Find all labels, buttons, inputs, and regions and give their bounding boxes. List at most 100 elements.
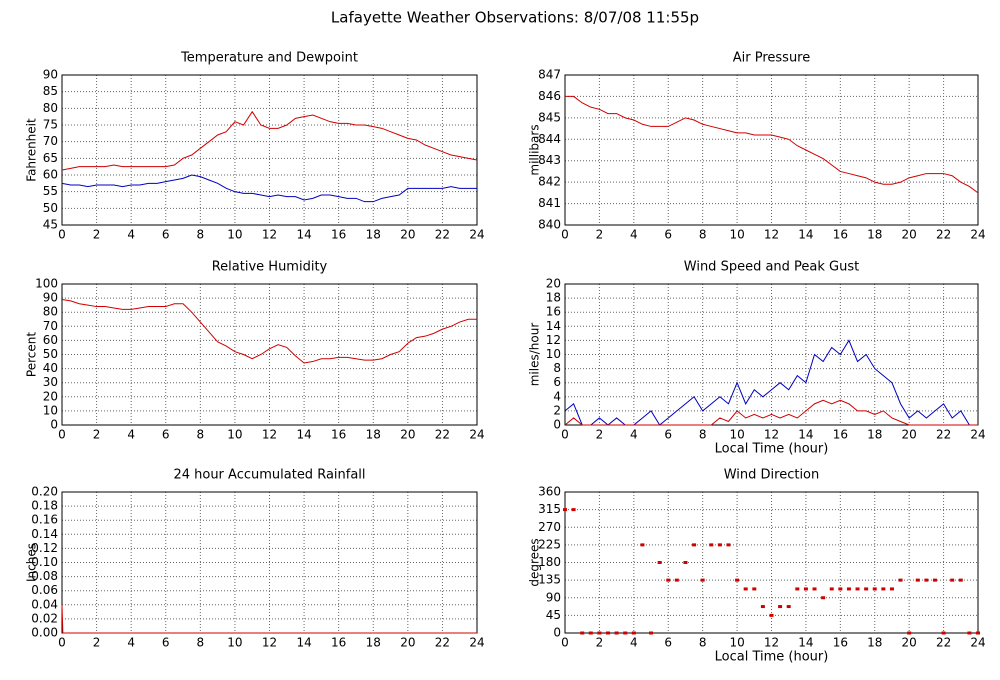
y-tick-label: 20 bbox=[546, 277, 561, 291]
y-tick-label: 90 bbox=[546, 590, 561, 604]
y-tick-label: 90 bbox=[43, 68, 58, 82]
data-point bbox=[752, 587, 757, 591]
data-point bbox=[872, 587, 877, 591]
data-point bbox=[631, 631, 636, 635]
x-tick-label: 18 bbox=[867, 428, 882, 442]
y-tick-label: 65 bbox=[43, 151, 58, 165]
data-point bbox=[717, 543, 722, 547]
data-point bbox=[726, 543, 731, 547]
x-tick-label: 0 bbox=[561, 636, 569, 650]
x-tick-label: 20 bbox=[902, 636, 917, 650]
x-tick-label: 10 bbox=[729, 428, 744, 442]
y-tick-label: 180 bbox=[538, 555, 561, 569]
data-point bbox=[692, 543, 697, 547]
data-line bbox=[564, 399, 978, 426]
y-tick-label: 315 bbox=[538, 502, 561, 516]
x-tick-label: 10 bbox=[227, 636, 242, 650]
y-tick-label: 847 bbox=[538, 68, 561, 82]
data-point bbox=[743, 587, 748, 591]
data-point bbox=[786, 605, 791, 609]
y-tick-label: 0 bbox=[553, 418, 561, 432]
data-point bbox=[950, 578, 955, 582]
x-tick-label: 12 bbox=[764, 428, 779, 442]
x-tick-label: 4 bbox=[630, 428, 638, 442]
data-point bbox=[580, 631, 585, 635]
x-tick-label: 22 bbox=[936, 636, 951, 650]
x-axis-label: Local Time (hour) bbox=[715, 442, 829, 457]
x-tick-label: 8 bbox=[699, 428, 707, 442]
x-tick-label: 24 bbox=[970, 228, 985, 242]
x-tick-label: 2 bbox=[596, 636, 604, 650]
data-line bbox=[61, 299, 477, 364]
x-tick-label: 20 bbox=[902, 428, 917, 442]
y-tick-label: 55 bbox=[43, 184, 58, 198]
y-tick-label: 60 bbox=[43, 168, 58, 182]
y-tick-label: 0.20 bbox=[31, 485, 58, 499]
data-point bbox=[941, 631, 946, 635]
x-tick-label: 4 bbox=[630, 636, 638, 650]
x-tick-label: 2 bbox=[93, 428, 101, 442]
data-point bbox=[924, 578, 929, 582]
y-tick-label: 100 bbox=[35, 277, 58, 291]
data-point bbox=[821, 596, 826, 600]
plot-frame bbox=[564, 74, 979, 226]
x-tick-label: 8 bbox=[699, 228, 707, 242]
y-tick-label: 135 bbox=[538, 573, 561, 587]
x-tick-label: 20 bbox=[400, 636, 415, 650]
y-axis-label: millibars bbox=[528, 124, 542, 175]
x-tick-label: 8 bbox=[197, 228, 205, 242]
plot-frame bbox=[564, 283, 979, 426]
y-tick-label: 12 bbox=[546, 333, 561, 347]
y-tick-label: 4 bbox=[553, 389, 561, 403]
y-tick-label: 0.18 bbox=[31, 499, 58, 513]
data-point bbox=[760, 605, 765, 609]
data-point bbox=[846, 587, 851, 591]
chart-title: Wind Speed and Peak Gust bbox=[684, 260, 859, 275]
data-point bbox=[812, 587, 817, 591]
data-point bbox=[563, 508, 567, 512]
x-tick-label: 2 bbox=[596, 228, 604, 242]
x-tick-label: 18 bbox=[867, 228, 882, 242]
x-tick-label: 24 bbox=[469, 636, 484, 650]
data-point bbox=[623, 631, 628, 635]
data-point bbox=[674, 578, 679, 582]
chart-title: Wind Direction bbox=[724, 468, 820, 483]
x-tick-label: 18 bbox=[366, 428, 381, 442]
x-tick-label: 22 bbox=[936, 228, 951, 242]
x-tick-label: 14 bbox=[296, 636, 311, 650]
x-tick-label: 2 bbox=[93, 636, 101, 650]
x-tick-label: 12 bbox=[262, 636, 277, 650]
y-tick-label: 60 bbox=[43, 333, 58, 347]
data-point bbox=[838, 587, 843, 591]
x-tick-label: 16 bbox=[833, 228, 848, 242]
y-tick-label: 270 bbox=[538, 520, 561, 534]
data-point bbox=[709, 543, 714, 547]
x-tick-label: 8 bbox=[699, 636, 707, 650]
plot-frame bbox=[564, 491, 979, 634]
x-tick-label: 16 bbox=[331, 636, 346, 650]
x-tick-label: 0 bbox=[58, 636, 66, 650]
data-point bbox=[795, 587, 800, 591]
chart-title: Air Pressure bbox=[733, 51, 811, 66]
x-tick-label: 14 bbox=[798, 636, 813, 650]
x-tick-label: 22 bbox=[936, 428, 951, 442]
x-tick-label: 10 bbox=[729, 228, 744, 242]
y-tick-label: 0 bbox=[50, 418, 58, 432]
y-tick-label: 842 bbox=[538, 175, 561, 189]
data-point bbox=[932, 578, 937, 582]
x-tick-label: 2 bbox=[93, 228, 101, 242]
x-tick-label: 16 bbox=[833, 428, 848, 442]
y-tick-label: 0.06 bbox=[31, 583, 58, 597]
y-tick-label: 45 bbox=[546, 608, 561, 622]
data-point bbox=[889, 587, 894, 591]
data-point bbox=[666, 578, 671, 582]
x-tick-label: 0 bbox=[561, 228, 569, 242]
y-axis-label: Inches bbox=[25, 543, 39, 582]
y-tick-label: 843 bbox=[538, 153, 561, 167]
data-point bbox=[881, 587, 886, 591]
y-tick-label: 30 bbox=[43, 375, 58, 389]
y-tick-label: 80 bbox=[43, 101, 58, 115]
data-point bbox=[769, 613, 774, 617]
data-point bbox=[829, 587, 834, 591]
